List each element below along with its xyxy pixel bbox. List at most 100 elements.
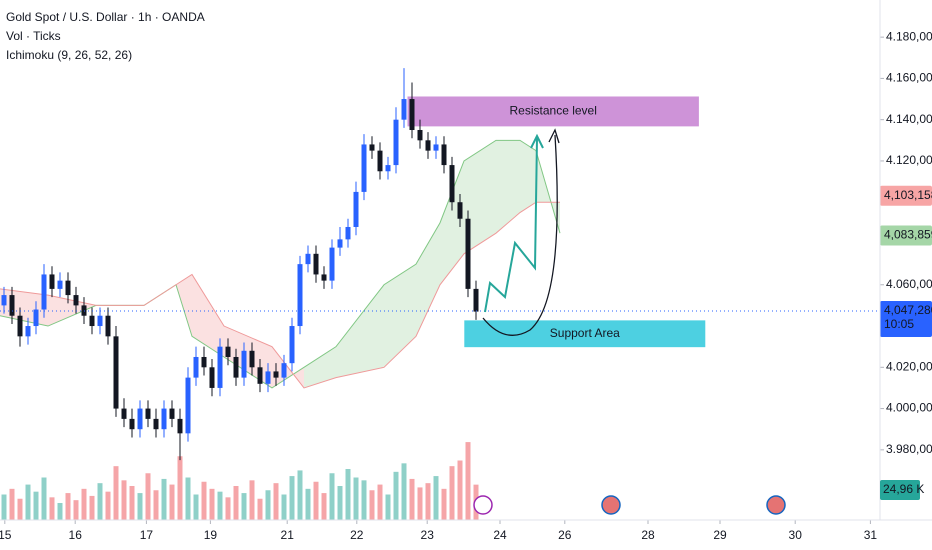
flag-icon[interactable]: [601, 495, 621, 515]
candle-body: [137, 408, 143, 430]
y-tick-label: 4.140,000: [886, 112, 932, 126]
candle-body: [297, 264, 303, 327]
candle-body: [257, 367, 263, 384]
event-icon[interactable]: [473, 495, 493, 515]
volume-bar: [321, 493, 327, 520]
candle-body: [49, 274, 55, 289]
candle-body: [209, 367, 215, 388]
y-tick-label: 4.060,000: [886, 277, 932, 291]
volume-bar: [361, 480, 367, 520]
x-tick-label: 28: [641, 528, 655, 542]
candle-body: [57, 280, 63, 289]
candle-body: [441, 144, 447, 166]
candle-body: [33, 309, 39, 327]
volume-bar: [105, 491, 111, 520]
cloud-segment: [496, 140, 520, 234]
zigzag-path: [484, 137, 538, 313]
volume-bar: [393, 471, 399, 520]
volume-bar: [417, 487, 423, 520]
flag-icon[interactable]: [766, 495, 786, 515]
volume-bar: [401, 463, 407, 520]
x-tick-label: 22: [350, 528, 364, 542]
candle-body: [177, 418, 183, 434]
volume-bar: [81, 488, 87, 520]
volume-bar: [121, 480, 127, 520]
x-tick-label: 19: [204, 528, 218, 542]
x-tick-label: 16: [69, 528, 83, 542]
candle-body: [161, 408, 167, 430]
cloud-segment: [192, 274, 224, 357]
candle-body: [129, 418, 135, 430]
candle-body: [25, 326, 31, 337]
x-tick-label: 31: [864, 528, 878, 542]
volume-bar: [57, 503, 63, 520]
candle-body: [65, 280, 71, 296]
x-tick-label: 15: [0, 528, 12, 542]
candle-body: [169, 408, 175, 419]
x-tick-label: 21: [281, 528, 295, 542]
symbol-title: Gold Spot / U.S. Dollar · 1h · OANDA: [6, 10, 205, 24]
volume-bar: [345, 469, 351, 520]
candle-body: [41, 274, 47, 310]
countdown: 10:05: [884, 317, 914, 331]
volume-bar: [49, 497, 55, 520]
candle-body: [401, 99, 407, 120]
price-tag: [880, 185, 932, 206]
price-tag-label: 4,083,859: [884, 228, 932, 242]
y-tick-label: 4.120,000: [886, 153, 932, 167]
volume-bar: [73, 500, 79, 520]
candle-body: [145, 408, 151, 419]
y-tick-label: 4.180,000: [886, 29, 932, 43]
candle-body: [9, 295, 15, 316]
cloud-segment: [520, 140, 536, 213]
candle-body: [217, 346, 223, 388]
zone-label: Support Area: [550, 326, 620, 340]
candle-body: [393, 119, 399, 166]
y-tick-label: 4.020,000: [886, 359, 932, 373]
candle-body: [105, 315, 111, 337]
candle-body: [89, 315, 95, 327]
candle-body: [17, 315, 23, 337]
volume-bar: [465, 442, 471, 520]
volume-bar: [161, 478, 167, 520]
candle-body: [377, 150, 383, 172]
candle-body: [369, 144, 375, 151]
volume-bar: [225, 497, 231, 520]
volume-bar: [265, 490, 271, 520]
x-tick-label: 23: [421, 528, 435, 542]
cloud-segment: [464, 140, 496, 254]
volume-bar: [97, 483, 103, 520]
cloud-line: [0, 201, 560, 389]
candle-body: [353, 191, 359, 227]
candle-body: [305, 253, 311, 265]
zone-box: [407, 96, 699, 127]
volume-bar: [113, 466, 119, 520]
volume-bar: [289, 476, 295, 520]
volume-bar: [369, 490, 375, 520]
candle-body: [153, 418, 159, 430]
volume-bar: [249, 480, 255, 520]
volume-bar: [273, 483, 279, 520]
candle-body: [121, 408, 127, 419]
candle-body: [385, 165, 391, 172]
candle-body: [201, 356, 207, 368]
volume-bar: [385, 494, 391, 520]
candle-body: [449, 165, 455, 203]
candle-body: [321, 274, 327, 281]
volume-bar: [193, 494, 199, 520]
y-tick-label: 4.160,000: [886, 71, 932, 85]
volume-bar: [425, 483, 431, 520]
volume-bar: [409, 478, 415, 520]
x-tick-label: 17: [140, 528, 154, 542]
candle-body: [185, 377, 191, 434]
candle-body: [473, 288, 479, 312]
candle-body: [425, 140, 431, 151]
volume-bar: [177, 456, 183, 520]
candle-body: [249, 350, 255, 368]
candle-body: [417, 130, 423, 141]
volume-bar: [233, 486, 239, 520]
y-tick-label: 4.000,000: [886, 401, 932, 415]
volume-tag: [880, 480, 920, 500]
volume-bar: [153, 490, 159, 520]
volume-bar: [217, 491, 223, 520]
